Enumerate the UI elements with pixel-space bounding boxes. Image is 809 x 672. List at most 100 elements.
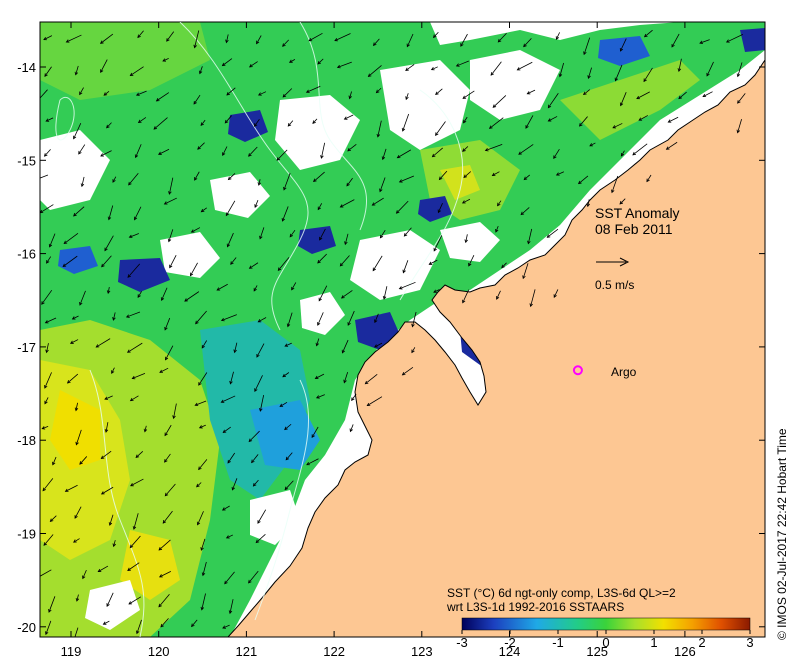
current-arrowhead xyxy=(65,39,70,43)
current-arrowhead xyxy=(111,370,115,374)
current-arrow-icon xyxy=(74,627,79,637)
current-arrowhead xyxy=(523,43,527,48)
current-arrowhead xyxy=(497,38,502,43)
current-arrow-icon xyxy=(195,310,207,324)
current-arrowhead xyxy=(132,526,137,530)
sst-contour-line xyxy=(299,22,368,231)
current-arrow-icon xyxy=(344,233,349,245)
current-arrow-icon xyxy=(405,93,409,100)
current-arrow-icon xyxy=(226,34,229,43)
current-arrow-icon xyxy=(229,599,234,614)
current-arrow-icon xyxy=(306,458,319,466)
current-arrowhead xyxy=(125,314,130,318)
current-arrowhead xyxy=(172,415,176,420)
current-arrow-icon xyxy=(130,395,139,401)
current-arrow-icon xyxy=(75,65,79,75)
current-arrowhead xyxy=(344,241,348,246)
current-arrow-icon xyxy=(350,424,354,432)
current-arrow-icon xyxy=(340,199,355,208)
colorbar-caption-1: SST (°C) 6d ngt-only comp, L3S-6d QL>=2 xyxy=(447,586,676,600)
current-arrowhead xyxy=(45,349,49,354)
current-arrow-icon xyxy=(341,290,353,299)
argo-marker-icon[interactable] xyxy=(572,365,583,376)
current-arrow-icon xyxy=(197,142,205,150)
current-arrowhead xyxy=(135,454,140,459)
current-arrowhead xyxy=(277,267,282,272)
current-arrow-icon xyxy=(638,115,649,121)
current-arrowhead xyxy=(736,73,741,78)
current-arrow-icon xyxy=(227,232,234,247)
current-arrow-icon xyxy=(559,62,565,77)
current-arrow-icon xyxy=(402,367,414,376)
current-arrow-icon xyxy=(126,311,141,318)
current-arrowhead xyxy=(643,78,647,83)
current-arrowhead xyxy=(44,400,48,405)
current-arrowhead xyxy=(100,455,105,460)
current-arrowhead xyxy=(137,34,141,39)
current-arrowhead xyxy=(74,407,79,412)
current-arrowhead xyxy=(546,234,551,238)
current-arrow-icon xyxy=(48,596,56,613)
current-arrow-icon xyxy=(587,199,590,207)
current-arrow-icon xyxy=(337,61,352,68)
current-arrowhead xyxy=(36,576,39,579)
current-arrowhead xyxy=(225,212,230,217)
current-arrow-icon xyxy=(113,540,116,547)
current-arrowhead xyxy=(491,172,496,176)
current-arrow-icon xyxy=(101,450,112,459)
current-arrowhead xyxy=(579,123,583,127)
current-arrow-icon xyxy=(380,230,386,239)
sst-contour-line xyxy=(89,369,145,637)
current-arrowhead xyxy=(379,188,383,193)
current-arrow-icon xyxy=(256,35,262,44)
current-arrowhead xyxy=(162,520,167,524)
current-arrowhead xyxy=(137,119,142,124)
current-arrowhead xyxy=(495,228,499,233)
current-arrow-icon xyxy=(342,339,349,353)
current-arrow-icon xyxy=(433,289,440,293)
current-arrowhead xyxy=(677,68,682,72)
current-arrowhead xyxy=(313,178,317,183)
current-arrow-icon xyxy=(199,424,206,429)
current-arrowhead xyxy=(366,402,371,407)
current-arrowhead xyxy=(228,610,233,615)
current-arrow-icon xyxy=(44,66,52,77)
current-arrow-icon xyxy=(287,312,293,327)
current-arrowhead xyxy=(371,202,376,206)
current-arrowhead xyxy=(306,461,310,466)
current-arrow-icon xyxy=(583,89,591,95)
current-arrowhead xyxy=(291,286,295,291)
scale-vector: 0.5 m/s xyxy=(595,257,634,292)
current-arrowhead xyxy=(80,183,85,188)
current-arrowhead xyxy=(191,623,195,628)
current-arrow-icon xyxy=(42,426,49,430)
current-arrow-icon xyxy=(463,171,472,178)
current-arrowhead xyxy=(587,75,591,79)
current-arrowhead xyxy=(257,92,262,96)
current-arrow-icon xyxy=(98,565,109,572)
current-arrow-icon xyxy=(76,594,79,602)
current-arrow-icon xyxy=(137,30,144,38)
current-arrowhead xyxy=(79,302,83,306)
current-arrow-icon xyxy=(40,174,49,179)
current-arrow-icon xyxy=(492,95,507,108)
current-arrowhead xyxy=(74,71,79,76)
current-arrow-icon xyxy=(404,227,412,237)
current-arrowhead xyxy=(193,100,197,105)
current-arrowhead xyxy=(455,63,460,67)
argo-float[interactable]: Argo xyxy=(572,365,637,379)
current-arrow-icon xyxy=(315,373,325,379)
current-arrow-icon xyxy=(72,315,79,320)
current-arrowhead xyxy=(162,58,167,62)
current-arrow-icon xyxy=(162,510,173,524)
current-arrow-icon xyxy=(284,423,292,430)
current-arrow-icon xyxy=(43,534,54,546)
current-arrowhead xyxy=(737,100,741,104)
current-arrow-icon xyxy=(319,228,326,241)
colorbar: SST (°C) 6d ngt-only comp, L3S-6d QL>=2 … xyxy=(446,586,754,650)
colorbar-tick-label: 1 xyxy=(650,635,657,650)
current-arrowhead xyxy=(462,299,466,304)
current-arrowhead xyxy=(100,153,104,157)
current-arrow-icon xyxy=(44,149,51,157)
current-arrowhead xyxy=(165,356,169,361)
